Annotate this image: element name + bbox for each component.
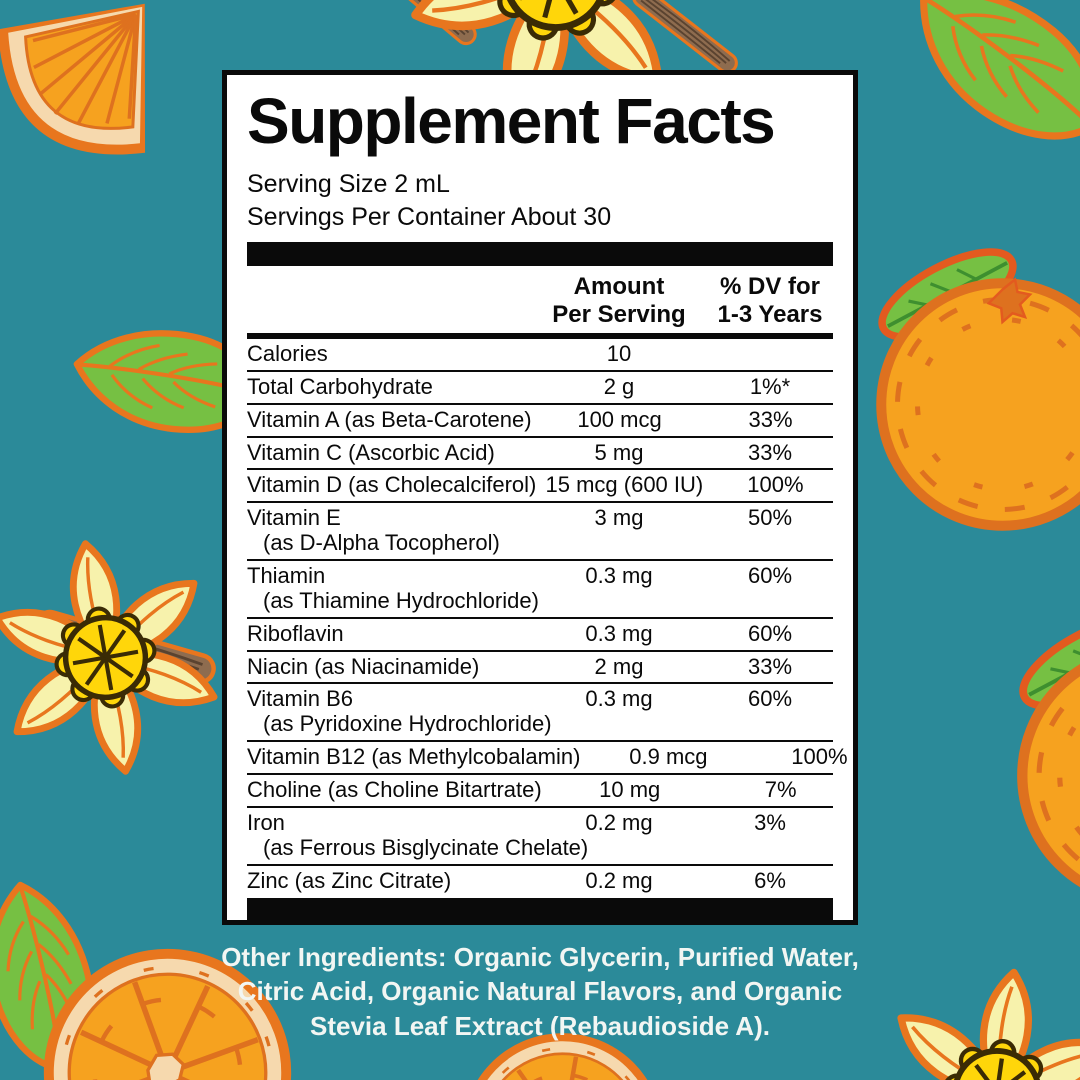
table-row: Vitamin B6 0.3 mg 60% (as Pyridoxine Hyd… xyxy=(247,682,833,740)
nutrient-name: Choline (as Choline Bitartrate) xyxy=(247,777,542,803)
supplement-facts-panel: Supplement Facts Serving Size 2 mL Servi… xyxy=(222,70,858,925)
nutrient-amount: 100 mcg xyxy=(577,406,662,432)
nutrient-subname: (as Thiamine Hydrochloride) xyxy=(263,587,539,613)
table-row: Riboflavin 0.3 mg 60% xyxy=(247,616,833,650)
table-row: Vitamin C (Ascorbic Acid) 5 mg 33% xyxy=(247,435,833,469)
nutrient-amount: 0.3 mg xyxy=(585,563,653,588)
divider-bar-top xyxy=(247,242,833,267)
nutrient-name: Vitamin E xyxy=(247,505,341,531)
nutrient-amount: 10 mg xyxy=(599,777,661,803)
header-spacer xyxy=(247,273,531,328)
nutrient-name: Vitamin B12 (as Methylcobalamin) xyxy=(247,744,581,770)
nutrient-name: Riboflavin xyxy=(247,620,344,646)
orange-icon xyxy=(990,600,1080,910)
other-ingredients-line: Other Ingredients: Organic Glycerin, Pur… xyxy=(221,942,859,972)
nutrient-name: Vitamin A (as Beta-Carotene) xyxy=(247,406,532,432)
table-row: Choline (as Choline Bitartrate) 10 mg 7% xyxy=(247,773,833,806)
nutrient-name: Niacin (as Niacinamide) xyxy=(247,653,480,679)
nutrient-amount: 5 mg xyxy=(594,439,644,465)
nutrient-dv: 33% xyxy=(748,406,793,432)
nutrient-subname: (as Ferrous Bisglycinate Chelate) xyxy=(263,834,589,860)
table-row: Niacin (as Niacinamide) 2 mg 33% xyxy=(247,649,833,683)
nutrient-table: Calories 10 Total Carbohydrate 2 g 1%* V… xyxy=(247,339,848,897)
nutrient-name: Vitamin C (Ascorbic Acid) xyxy=(247,439,495,465)
orange-wedge-icon xyxy=(0,0,237,226)
table-row: Iron 0.2 mg 3% (as Ferrous Bisglycinate … xyxy=(247,805,833,864)
nutrient-dv: 33% xyxy=(747,439,793,465)
nutrient-name: Zinc (as Zinc Citrate) xyxy=(247,867,452,893)
orange-icon xyxy=(850,232,1080,537)
nutrient-dv: 6% xyxy=(754,867,786,893)
nutrient-amount: 0.2 mg xyxy=(585,867,653,893)
header-dv: % DV for 1-3 Years xyxy=(717,273,823,328)
nutrient-dv: 50% xyxy=(747,505,793,531)
nutrient-dv xyxy=(707,342,833,367)
nutrient-dv: 3% xyxy=(754,809,786,835)
nutrient-dv: 60% xyxy=(747,563,793,588)
nutrient-subname: (as Pyridoxine Hydrochloride) xyxy=(263,711,552,737)
table-row: Zinc (as Zinc Citrate) 0.2 mg 6% xyxy=(247,863,833,897)
divider-bar-bottom xyxy=(247,898,833,920)
table-row: Thiamin 0.3 mg 60% (as Thiamine Hydrochl… xyxy=(247,559,833,617)
nutrient-dv: 1%* xyxy=(749,373,791,399)
nutrient-amount: 0.3 mg xyxy=(585,686,653,712)
table-row: Total Carbohydrate 2 g 1%* xyxy=(247,369,833,403)
nutrient-name: Vitamin D (as Cholecalciferol) xyxy=(247,472,537,498)
nutrient-amount: 0.9 mcg xyxy=(629,744,708,770)
nutrient-name: Thiamin xyxy=(247,563,326,588)
table-row: Vitamin E 3 mg 50% (as D-Alpha Tocophero… xyxy=(247,501,833,559)
table-row: Vitamin A (as Beta-Carotene) 100 mcg 33% xyxy=(247,402,833,436)
nutrient-amount: 2 mg xyxy=(594,653,644,679)
servings-per-container: Servings Per Container About 30 xyxy=(247,202,612,231)
nutrient-dv: 7% xyxy=(764,777,797,803)
nutrient-amount: 2 g xyxy=(603,373,635,399)
nutrient-dv: 100% xyxy=(747,472,804,498)
nutrient-amount: 10 xyxy=(606,340,632,366)
nutrient-amount: 0.3 mg xyxy=(585,620,653,646)
nutrient-dv: 60% xyxy=(747,686,793,712)
nutrient-amount: 15 mcg (600 IU) xyxy=(545,472,704,498)
other-ingredients-line: Citric Acid, Organic Natural Flavors, an… xyxy=(237,976,843,1007)
nutrient-name: Iron xyxy=(247,809,285,835)
header-amount: Amount Per Serving xyxy=(552,273,686,328)
table-header: Amount Per Serving % DV for 1-3 Years xyxy=(247,266,833,339)
nutrient-amount: 3 mg xyxy=(594,505,644,531)
leaf-icon xyxy=(877,0,1080,185)
nutrient-dv: 100% xyxy=(791,744,848,770)
table-row: Vitamin B12 (as Methylcobalamin) 0.9 mcg… xyxy=(247,740,848,773)
nutrient-name: Calories xyxy=(247,340,328,366)
nutrient-dv: 60% xyxy=(747,620,793,646)
table-row: Calories 10 xyxy=(247,339,833,370)
panel-title: Supplement Facts xyxy=(247,85,776,157)
other-ingredients-text: Other Ingredients: Organic Glycerin, Pur… xyxy=(60,940,1020,1043)
nutrient-name: Total Carbohydrate xyxy=(247,373,433,399)
serving-size: Serving Size 2 mL xyxy=(247,170,450,199)
nutrient-subname: (as D-Alpha Tocopherol) xyxy=(263,530,500,556)
nutrient-dv: 33% xyxy=(747,653,793,679)
table-row: Vitamin D (as Cholecalciferol) 15 mcg (6… xyxy=(247,468,833,501)
other-ingredients-line: Stevia Leaf Extract (Rebaudioside A). xyxy=(310,1010,770,1041)
nutrient-name: Vitamin B6 xyxy=(247,686,353,712)
nutrient-amount: 0.2 mg xyxy=(585,809,653,835)
